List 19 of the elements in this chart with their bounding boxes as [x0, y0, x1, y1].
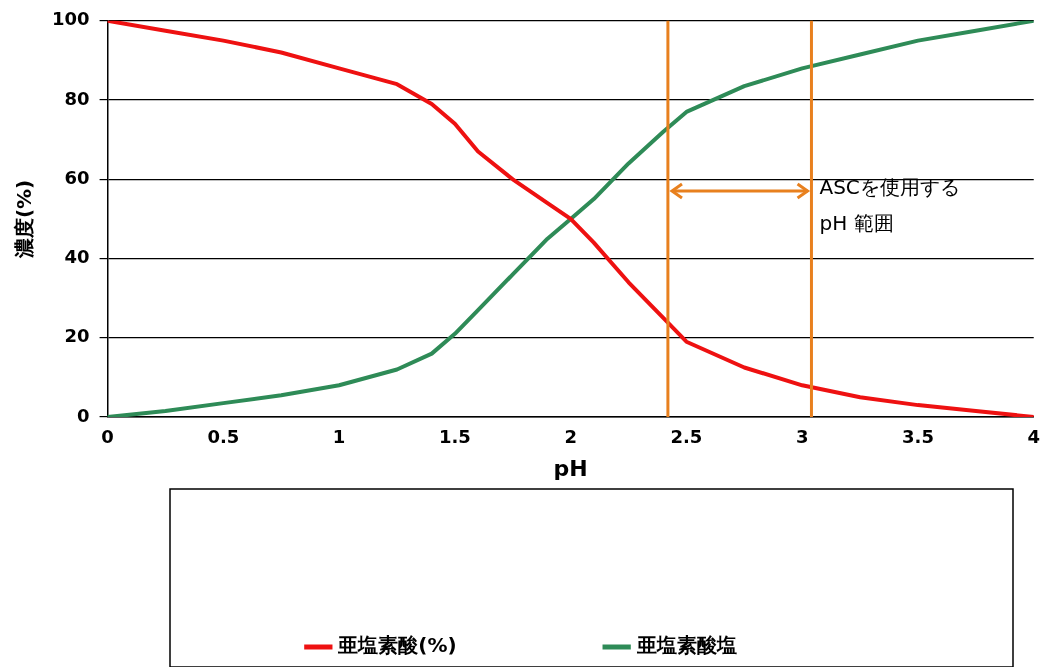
- y-tick-label: 60: [64, 166, 90, 188]
- y-axis-title: 濃度(%): [12, 179, 37, 260]
- x-tick-label: 2.5: [670, 426, 703, 448]
- y-tick-label: 80: [64, 87, 90, 109]
- legend-label: 亜塩素酸塩: [635, 633, 737, 658]
- x-axis-title: pH: [553, 455, 588, 481]
- x-tick-label: 3: [795, 426, 809, 448]
- x-tick-label: 2: [564, 426, 577, 448]
- y-tick-label: 20: [64, 325, 90, 347]
- x-tick-label: 4: [1027, 426, 1040, 448]
- x-tick-label: 0.5: [207, 426, 240, 448]
- x-tick-label: 1: [332, 426, 346, 448]
- y-tick-label: 40: [64, 246, 90, 268]
- x-tick-label: 3.5: [902, 426, 934, 448]
- y-tick-label: 0: [77, 404, 90, 426]
- legend-label: 亜塩素酸(%): [337, 633, 457, 658]
- y-tick-label: 100: [52, 8, 90, 30]
- x-tick-label: 0: [101, 426, 114, 448]
- x-tick-label: 1.5: [438, 426, 471, 448]
